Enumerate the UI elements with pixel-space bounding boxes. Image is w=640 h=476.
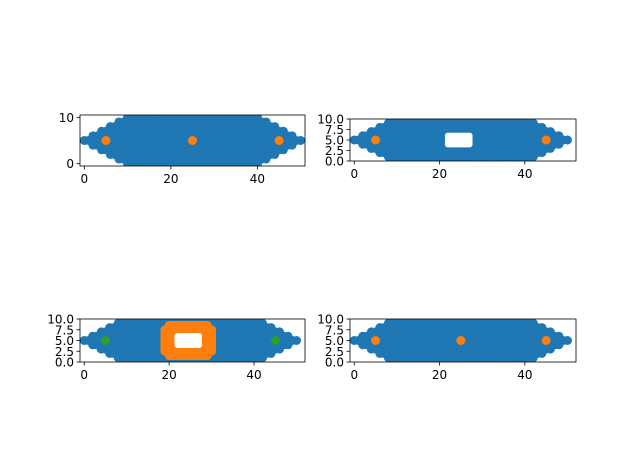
x-tick-label: 20 (432, 368, 447, 382)
marker-point (101, 136, 111, 145)
y-tick-label: 0.0 (55, 356, 74, 370)
y-tick-label: 10 (59, 111, 74, 125)
base-point (278, 126, 288, 136)
marker-point (274, 136, 284, 145)
x-tick-label: 40 (250, 172, 265, 186)
x-tick-label: 20 (432, 167, 447, 181)
x-tick-label: 40 (517, 167, 532, 181)
hole-point (195, 333, 203, 340)
base-point (283, 331, 293, 341)
y-tick-label: 5.0 (325, 334, 344, 348)
base-point (528, 319, 538, 328)
base-point (537, 323, 547, 333)
x-tick-label: 20 (162, 368, 177, 382)
y-tick-label: 10.0 (317, 113, 344, 127)
y-tick-label: 2.5 (325, 345, 344, 359)
marker-point (541, 336, 551, 345)
base-point (562, 336, 572, 345)
ring-point (202, 320, 212, 330)
x-tick-label: 20 (163, 172, 178, 186)
plot-area (80, 115, 305, 166)
base-point (275, 327, 285, 337)
base-point (258, 319, 268, 328)
base-point (545, 327, 555, 337)
marker-point (100, 336, 110, 345)
base-point (296, 136, 305, 145)
y-tick-label: 2.5 (55, 345, 74, 359)
y-tick-label: 2.5 (325, 144, 344, 158)
base-point (554, 331, 564, 341)
axes-frame (79, 114, 306, 167)
base-point (252, 115, 262, 122)
base-point (249, 319, 259, 324)
y-tick-label: 7.5 (325, 323, 344, 337)
base-point (554, 131, 564, 141)
plot-area (350, 119, 572, 161)
y-tick-label: 5.0 (325, 134, 344, 148)
hole-point (466, 132, 473, 139)
base-point (292, 336, 302, 345)
base-point (520, 119, 530, 124)
marker-point (371, 336, 381, 345)
base-point (528, 119, 538, 128)
base-point (520, 319, 530, 324)
subplot-bottom-right: 0 20 40 0.02.55.07.510.0 (317, 313, 577, 382)
base-point (270, 122, 280, 132)
x-tick-label: 40 (517, 368, 532, 382)
marker-point (270, 336, 280, 345)
x-tick-label: 0 (350, 167, 358, 181)
x-tick-label: 0 (350, 368, 358, 382)
x-tick-label: 40 (246, 368, 261, 382)
y-tick-label: 0 (66, 157, 74, 171)
subplot-bottom-left: 0 20 40 0.02.55.07.510.0 (47, 313, 306, 382)
base-point (261, 117, 271, 127)
y-tick-label: 0.0 (325, 356, 344, 370)
y-tick-label: 5.0 (55, 334, 74, 348)
y-tick-label: 10.0 (47, 313, 74, 327)
base-point (562, 135, 572, 145)
marker-point (456, 336, 466, 345)
y-tick-label: 0.0 (325, 155, 344, 169)
plot-area (350, 319, 572, 362)
subplot-top-right: 0 20 40 0.02.55.07.510.0 (317, 113, 577, 181)
y-tick-label: 10.0 (317, 313, 344, 327)
plot-area (80, 319, 302, 362)
x-tick-label: 0 (81, 172, 89, 186)
marker-point (541, 135, 551, 145)
y-tick-label: 7.5 (55, 323, 74, 337)
subplot-top-left: 0 20 40 0 10 (59, 111, 306, 186)
x-tick-label: 0 (80, 368, 88, 382)
base-point (537, 122, 547, 132)
base-point (266, 323, 276, 333)
base-point (545, 127, 555, 137)
base-point (287, 131, 297, 141)
marker-point (371, 135, 381, 145)
marker-point (188, 136, 197, 145)
y-tick-label: 7.5 (325, 123, 344, 137)
